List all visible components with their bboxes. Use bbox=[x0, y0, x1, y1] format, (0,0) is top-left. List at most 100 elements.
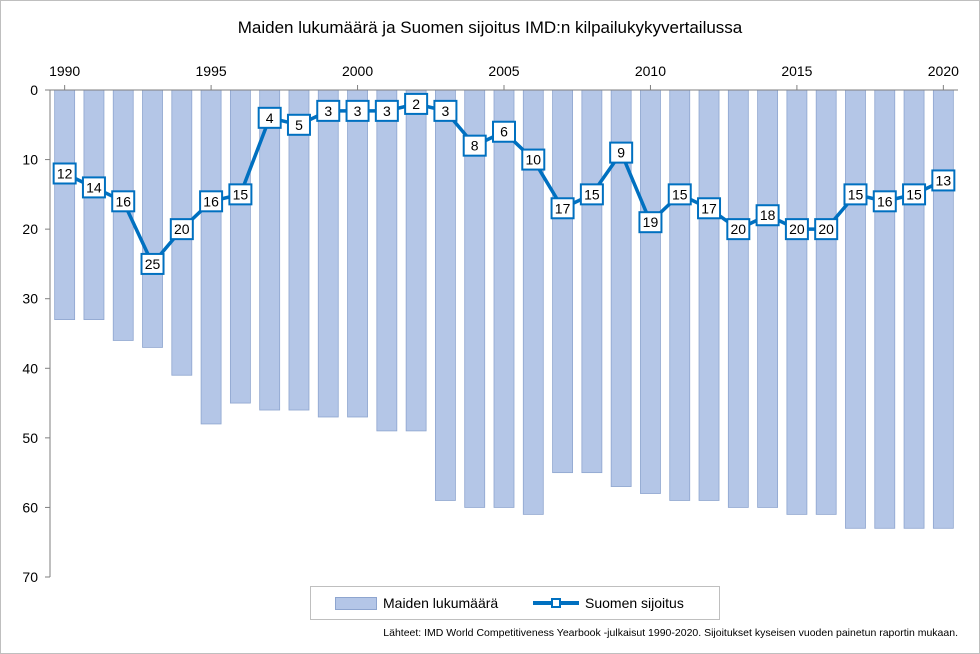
data-label: 20 bbox=[789, 221, 805, 237]
bar bbox=[493, 89, 515, 508]
data-label-box bbox=[374, 99, 399, 122]
bar bbox=[142, 89, 163, 348]
data-label: 14 bbox=[86, 179, 102, 195]
data-label-box bbox=[404, 92, 429, 115]
data-label: 12 bbox=[57, 165, 73, 181]
y-tick-label: 50 bbox=[22, 430, 38, 446]
data-label-box bbox=[667, 183, 692, 206]
data-label: 2 bbox=[412, 96, 420, 112]
x-tick-label: 2015 bbox=[781, 63, 812, 79]
data-label: 25 bbox=[145, 256, 161, 272]
legend-swatch-bar bbox=[335, 596, 377, 610]
data-label-box bbox=[843, 183, 868, 206]
data-label-box bbox=[609, 141, 634, 164]
data-label: 18 bbox=[760, 207, 776, 223]
data-label-box bbox=[169, 218, 194, 241]
legend-label-bars: Maiden lukumäärä bbox=[383, 595, 499, 611]
bar bbox=[669, 89, 691, 501]
y-tick-label: 0 bbox=[30, 82, 38, 98]
x-tick-label: 2005 bbox=[488, 63, 519, 79]
data-label-box bbox=[872, 190, 897, 213]
data-label: 3 bbox=[354, 103, 362, 119]
data-label: 19 bbox=[643, 214, 659, 230]
data-label-box bbox=[228, 183, 253, 206]
data-label: 16 bbox=[115, 193, 131, 209]
bar bbox=[845, 89, 866, 529]
data-label: 6 bbox=[500, 124, 508, 140]
data-label-box bbox=[697, 197, 722, 220]
bar bbox=[54, 89, 76, 320]
bar bbox=[83, 89, 105, 320]
data-label-box bbox=[521, 148, 546, 171]
bar bbox=[874, 89, 896, 529]
bar bbox=[640, 89, 661, 494]
legend-label-line: Suomen sijoitus bbox=[585, 595, 684, 611]
data-label: 5 bbox=[295, 117, 303, 133]
x-tick-label: 2000 bbox=[342, 63, 373, 79]
y-tick-label: 10 bbox=[22, 152, 38, 168]
data-label: 15 bbox=[584, 186, 600, 202]
bar bbox=[552, 89, 573, 474]
bar bbox=[347, 89, 368, 418]
y-tick-label: 30 bbox=[22, 291, 38, 307]
data-label: 4 bbox=[266, 110, 274, 126]
bar-series bbox=[54, 89, 954, 529]
data-label: 17 bbox=[701, 200, 717, 216]
data-label: 15 bbox=[848, 186, 864, 202]
bar bbox=[376, 89, 398, 432]
legend-swatch-line bbox=[533, 597, 579, 609]
data-label-box bbox=[286, 113, 311, 136]
x-tick-label: 2010 bbox=[635, 63, 666, 79]
data-label-box bbox=[638, 211, 663, 234]
bar bbox=[903, 89, 925, 529]
bar bbox=[405, 89, 427, 432]
data-label-box bbox=[902, 183, 927, 206]
data-label: 20 bbox=[731, 221, 747, 237]
data-label-box bbox=[462, 134, 487, 157]
data-label-box bbox=[784, 218, 809, 241]
bar bbox=[288, 89, 310, 411]
data-label: 20 bbox=[174, 221, 190, 237]
source-note: Lähteet: IMD World Competitiveness Yearb… bbox=[383, 627, 958, 639]
data-label: 20 bbox=[818, 221, 834, 237]
data-label: 16 bbox=[203, 193, 219, 209]
x-tick-label: 2020 bbox=[928, 63, 959, 79]
bar bbox=[229, 89, 251, 404]
data-label: 15 bbox=[672, 186, 688, 202]
data-label-box bbox=[81, 176, 106, 199]
bar bbox=[200, 89, 222, 425]
data-label: 3 bbox=[324, 103, 332, 119]
bar bbox=[435, 89, 456, 501]
legend-item-bars: Maiden lukumäärä bbox=[335, 587, 498, 619]
chart-title: Maiden lukumäärä ja Suomen sijoitus IMD:… bbox=[237, 18, 743, 37]
data-label: 8 bbox=[471, 138, 479, 154]
data-label: 3 bbox=[383, 103, 391, 119]
data-label-box bbox=[579, 183, 604, 206]
data-label-box bbox=[52, 162, 77, 185]
y-tick-label: 60 bbox=[22, 499, 38, 515]
legend-item-line: Suomen sijoitus bbox=[533, 587, 684, 619]
bar bbox=[317, 89, 339, 418]
data-label: 3 bbox=[442, 103, 450, 119]
x-tick-label: 1995 bbox=[196, 63, 227, 79]
data-label: 17 bbox=[555, 200, 571, 216]
data-label-box bbox=[726, 218, 751, 241]
bar bbox=[581, 89, 603, 474]
legend: Maiden lukumäärä Suomen sijoitus bbox=[310, 586, 720, 620]
bar bbox=[757, 89, 779, 508]
bar bbox=[786, 89, 808, 515]
data-label: 10 bbox=[526, 152, 542, 168]
bar bbox=[727, 89, 749, 508]
y-tick-label: 20 bbox=[22, 221, 38, 237]
data-label-box bbox=[140, 252, 165, 275]
bar bbox=[698, 89, 720, 501]
data-label-box bbox=[111, 190, 136, 213]
data-label-box bbox=[199, 190, 224, 213]
data-label: 16 bbox=[877, 193, 893, 209]
data-label-box bbox=[316, 99, 341, 122]
data-labels: 12 14 16 25 20 16 15 4 5 3 3 3 2 3 8 6 10 17 15 9 19 15 17 20 18… bbox=[52, 92, 956, 275]
bar bbox=[815, 89, 837, 515]
y-tick-label: 40 bbox=[22, 360, 38, 376]
